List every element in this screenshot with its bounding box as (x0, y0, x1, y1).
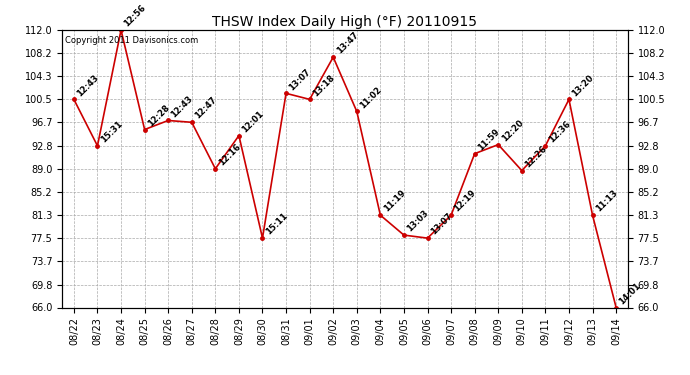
Text: 15:11: 15:11 (264, 211, 289, 237)
Text: 12:28: 12:28 (146, 103, 171, 128)
Title: THSW Index Daily High (°F) 20110915: THSW Index Daily High (°F) 20110915 (213, 15, 477, 29)
Text: 12:16: 12:16 (217, 142, 242, 167)
Text: 12:43: 12:43 (170, 94, 195, 119)
Text: 11:19: 11:19 (382, 189, 407, 214)
Text: 12:47: 12:47 (193, 96, 219, 121)
Text: 12:01: 12:01 (240, 109, 266, 134)
Text: 12:20: 12:20 (500, 118, 525, 143)
Text: 13:03: 13:03 (405, 209, 431, 234)
Text: 13:47: 13:47 (335, 31, 359, 56)
Text: 11:59: 11:59 (476, 127, 502, 152)
Text: 11:02: 11:02 (358, 85, 384, 110)
Text: 13:18: 13:18 (311, 73, 336, 98)
Text: 11:13: 11:13 (594, 189, 619, 214)
Text: 15:31: 15:31 (99, 119, 124, 144)
Text: 12:36: 12:36 (546, 119, 572, 144)
Text: 14:01: 14:01 (618, 281, 643, 306)
Text: 13:07: 13:07 (429, 211, 454, 237)
Text: 12:26: 12:26 (523, 144, 549, 169)
Text: Copyright 2011 Davisonics.com: Copyright 2011 Davisonics.com (65, 36, 198, 45)
Text: 12:43: 12:43 (75, 73, 101, 98)
Text: 12:56: 12:56 (122, 3, 148, 28)
Text: 12:19: 12:19 (453, 189, 477, 214)
Text: 13:07: 13:07 (288, 67, 313, 92)
Text: 13:20: 13:20 (571, 73, 595, 98)
